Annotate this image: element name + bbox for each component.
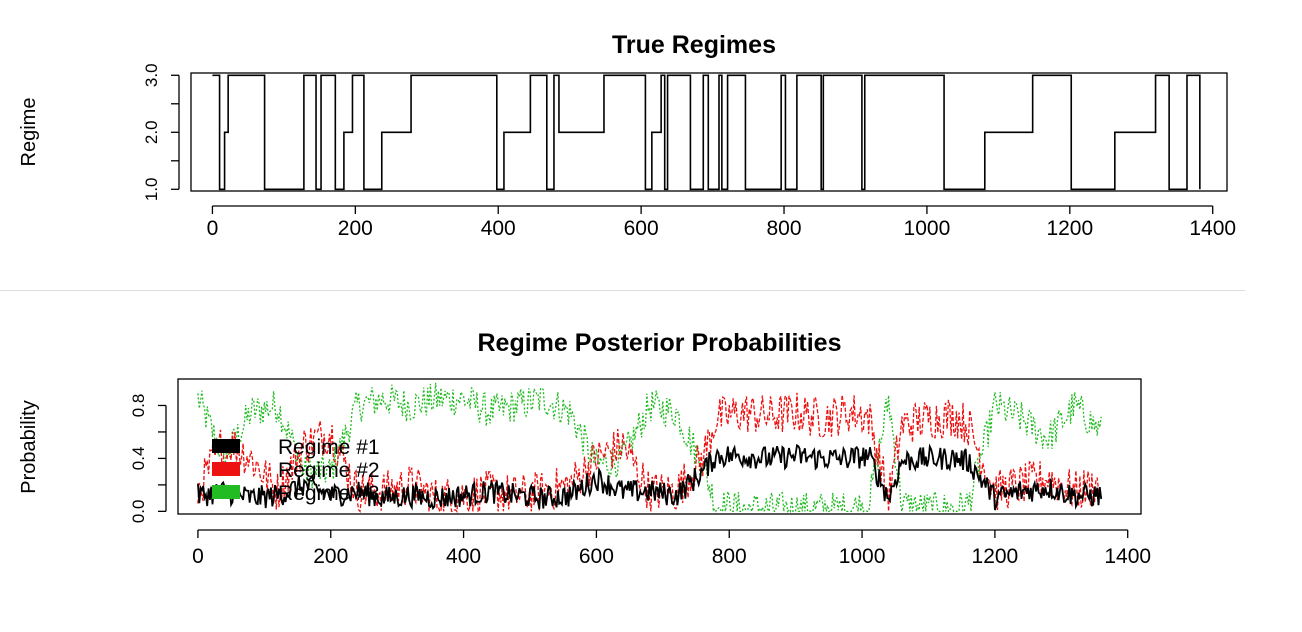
legend-swatch [212, 439, 240, 453]
x-tick-label: 0 [192, 545, 204, 568]
y-axis-label: Regime [18, 98, 40, 167]
y-tick-label: 2.0 [142, 120, 161, 144]
chart-panel-1: True Regimes Regime 0 200 400 600 800 1000 1200 1… [18, 31, 1236, 240]
x-tick-label: 1200 [1046, 217, 1093, 240]
legend-entry: Regime #1 [278, 436, 380, 459]
plot-frame [177, 378, 1142, 515]
x-tick-label: 400 [446, 545, 481, 568]
series-group [197, 382, 1103, 514]
series-regime-line [212, 74, 1201, 191]
y-tick-label: 0.0 [129, 500, 148, 524]
y-tick-label: 0.8 [129, 394, 148, 418]
series-regime-2 [197, 392, 1102, 514]
legend-swatch [212, 485, 240, 499]
x-tick-label: 600 [579, 545, 614, 568]
chart-title: Regime Posterior Probabilities [478, 329, 842, 357]
y-axis-label: Probability [18, 400, 40, 493]
chart-title: True Regimes [612, 31, 776, 59]
series-regime-1 [197, 443, 1103, 511]
x-tick-label: 1400 [1189, 217, 1236, 240]
series-group [212, 74, 1201, 191]
x-tick-label: 800 [712, 545, 747, 568]
legend-entry: Regime #2 [278, 459, 380, 482]
legend-entry: Regime #3 [278, 482, 380, 505]
panel-divider [0, 290, 1245, 291]
y-tick-label: 3.0 [142, 63, 161, 87]
chart-panel-2: Regime Posterior Probabilities Probabilit… [18, 329, 1151, 568]
legend-swatch [212, 462, 240, 476]
x-tick-label: 1000 [904, 217, 951, 240]
series-regime-3 [197, 382, 1102, 514]
y-tick-label: 0.4 [129, 447, 148, 471]
x-tick-label: 1200 [972, 545, 1019, 568]
x-tick-label: 1400 [1104, 545, 1151, 568]
y-tick-label: 1.0 [142, 177, 161, 201]
x-tick-label: 400 [481, 217, 516, 240]
x-tick-label: 800 [766, 217, 801, 240]
x-tick-label: 200 [338, 217, 373, 240]
plot-frame [190, 72, 1228, 192]
x-tick-label: 1000 [839, 545, 886, 568]
x-tick-label: 200 [313, 545, 348, 568]
x-tick-label: 600 [624, 217, 659, 240]
x-tick-label: 0 [207, 217, 219, 240]
